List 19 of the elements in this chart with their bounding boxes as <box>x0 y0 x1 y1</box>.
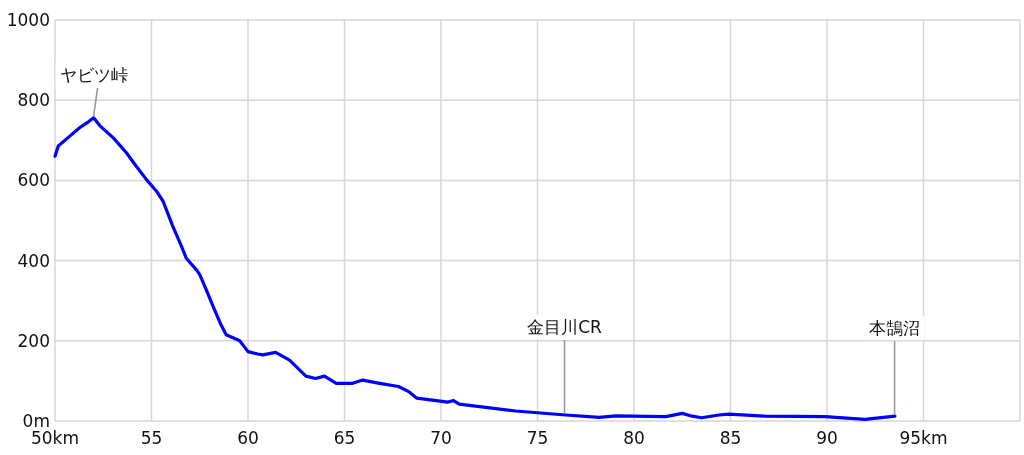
x-tick-label: 90 <box>816 428 838 448</box>
y-tick-label: 400 <box>17 250 50 271</box>
y-tick-label: 1000 <box>6 10 50 30</box>
x-tick-label: 70 <box>430 428 452 448</box>
annotation: 本鵠沼 <box>869 318 921 339</box>
annotation: ヤビツ峠 <box>59 65 128 85</box>
y-tick-label: 600 <box>17 170 50 191</box>
x-tick-label: 85 <box>719 428 742 448</box>
x-tick-label: 65 <box>333 428 356 448</box>
x-tick-label: 50km <box>30 428 80 448</box>
x-tick-label: 75 <box>526 428 549 448</box>
y-tick-label: 0m <box>22 411 50 431</box>
x-tick-label: 55 <box>140 428 163 448</box>
x-tick-label: 95km <box>899 428 948 448</box>
y-tick-label: 800 <box>17 90 50 111</box>
x-tick-label: 80 <box>623 428 645 448</box>
y-tick-label: 200 <box>17 330 50 351</box>
x-tick-label: 60 <box>237 428 259 448</box>
annotation: 金目川CR <box>527 316 603 337</box>
